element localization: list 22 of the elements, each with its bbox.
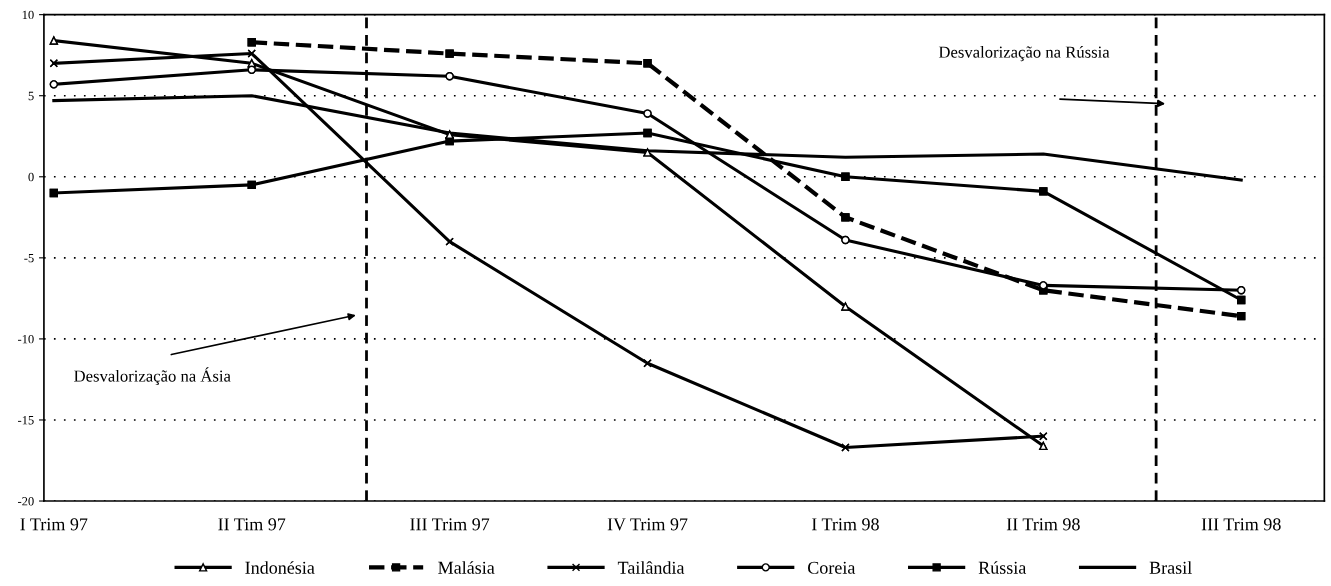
y-tick-label: -5 [24, 253, 34, 263]
x-tick-label: IV Trim 97 [607, 518, 688, 531]
x-tick-label: II Tim 97 [218, 518, 286, 531]
y-tick-label: 5 [28, 91, 34, 101]
y-tick-label: 0 [28, 172, 34, 182]
x-tick-label: I Trim 97 [20, 518, 88, 531]
x-tick-label: I Trim 98 [811, 518, 879, 531]
legend-label: Coreia [808, 561, 856, 574]
x-tick-label: II Trim 98 [1006, 518, 1080, 531]
legend-label: Indonésia [245, 561, 315, 574]
y-tick-label: -15 [18, 416, 34, 425]
y-tick-label: 10 [22, 10, 34, 20]
x-tick-label: III Trim 98 [1201, 518, 1281, 531]
x-tick-label: III Trim 97 [410, 518, 490, 531]
legend-label: Tailândia [617, 561, 685, 574]
annotation: Desvalorização na Ásia [74, 367, 231, 386]
legend-label: Malásia [438, 561, 495, 574]
legend-label: Brasil [1149, 561, 1192, 574]
legend-label: Rússia [978, 561, 1027, 574]
y-tick-label: -10 [18, 334, 34, 344]
y-tick-label: -20 [18, 497, 34, 506]
annotation: Desvalorização na Rússia [938, 45, 1110, 62]
